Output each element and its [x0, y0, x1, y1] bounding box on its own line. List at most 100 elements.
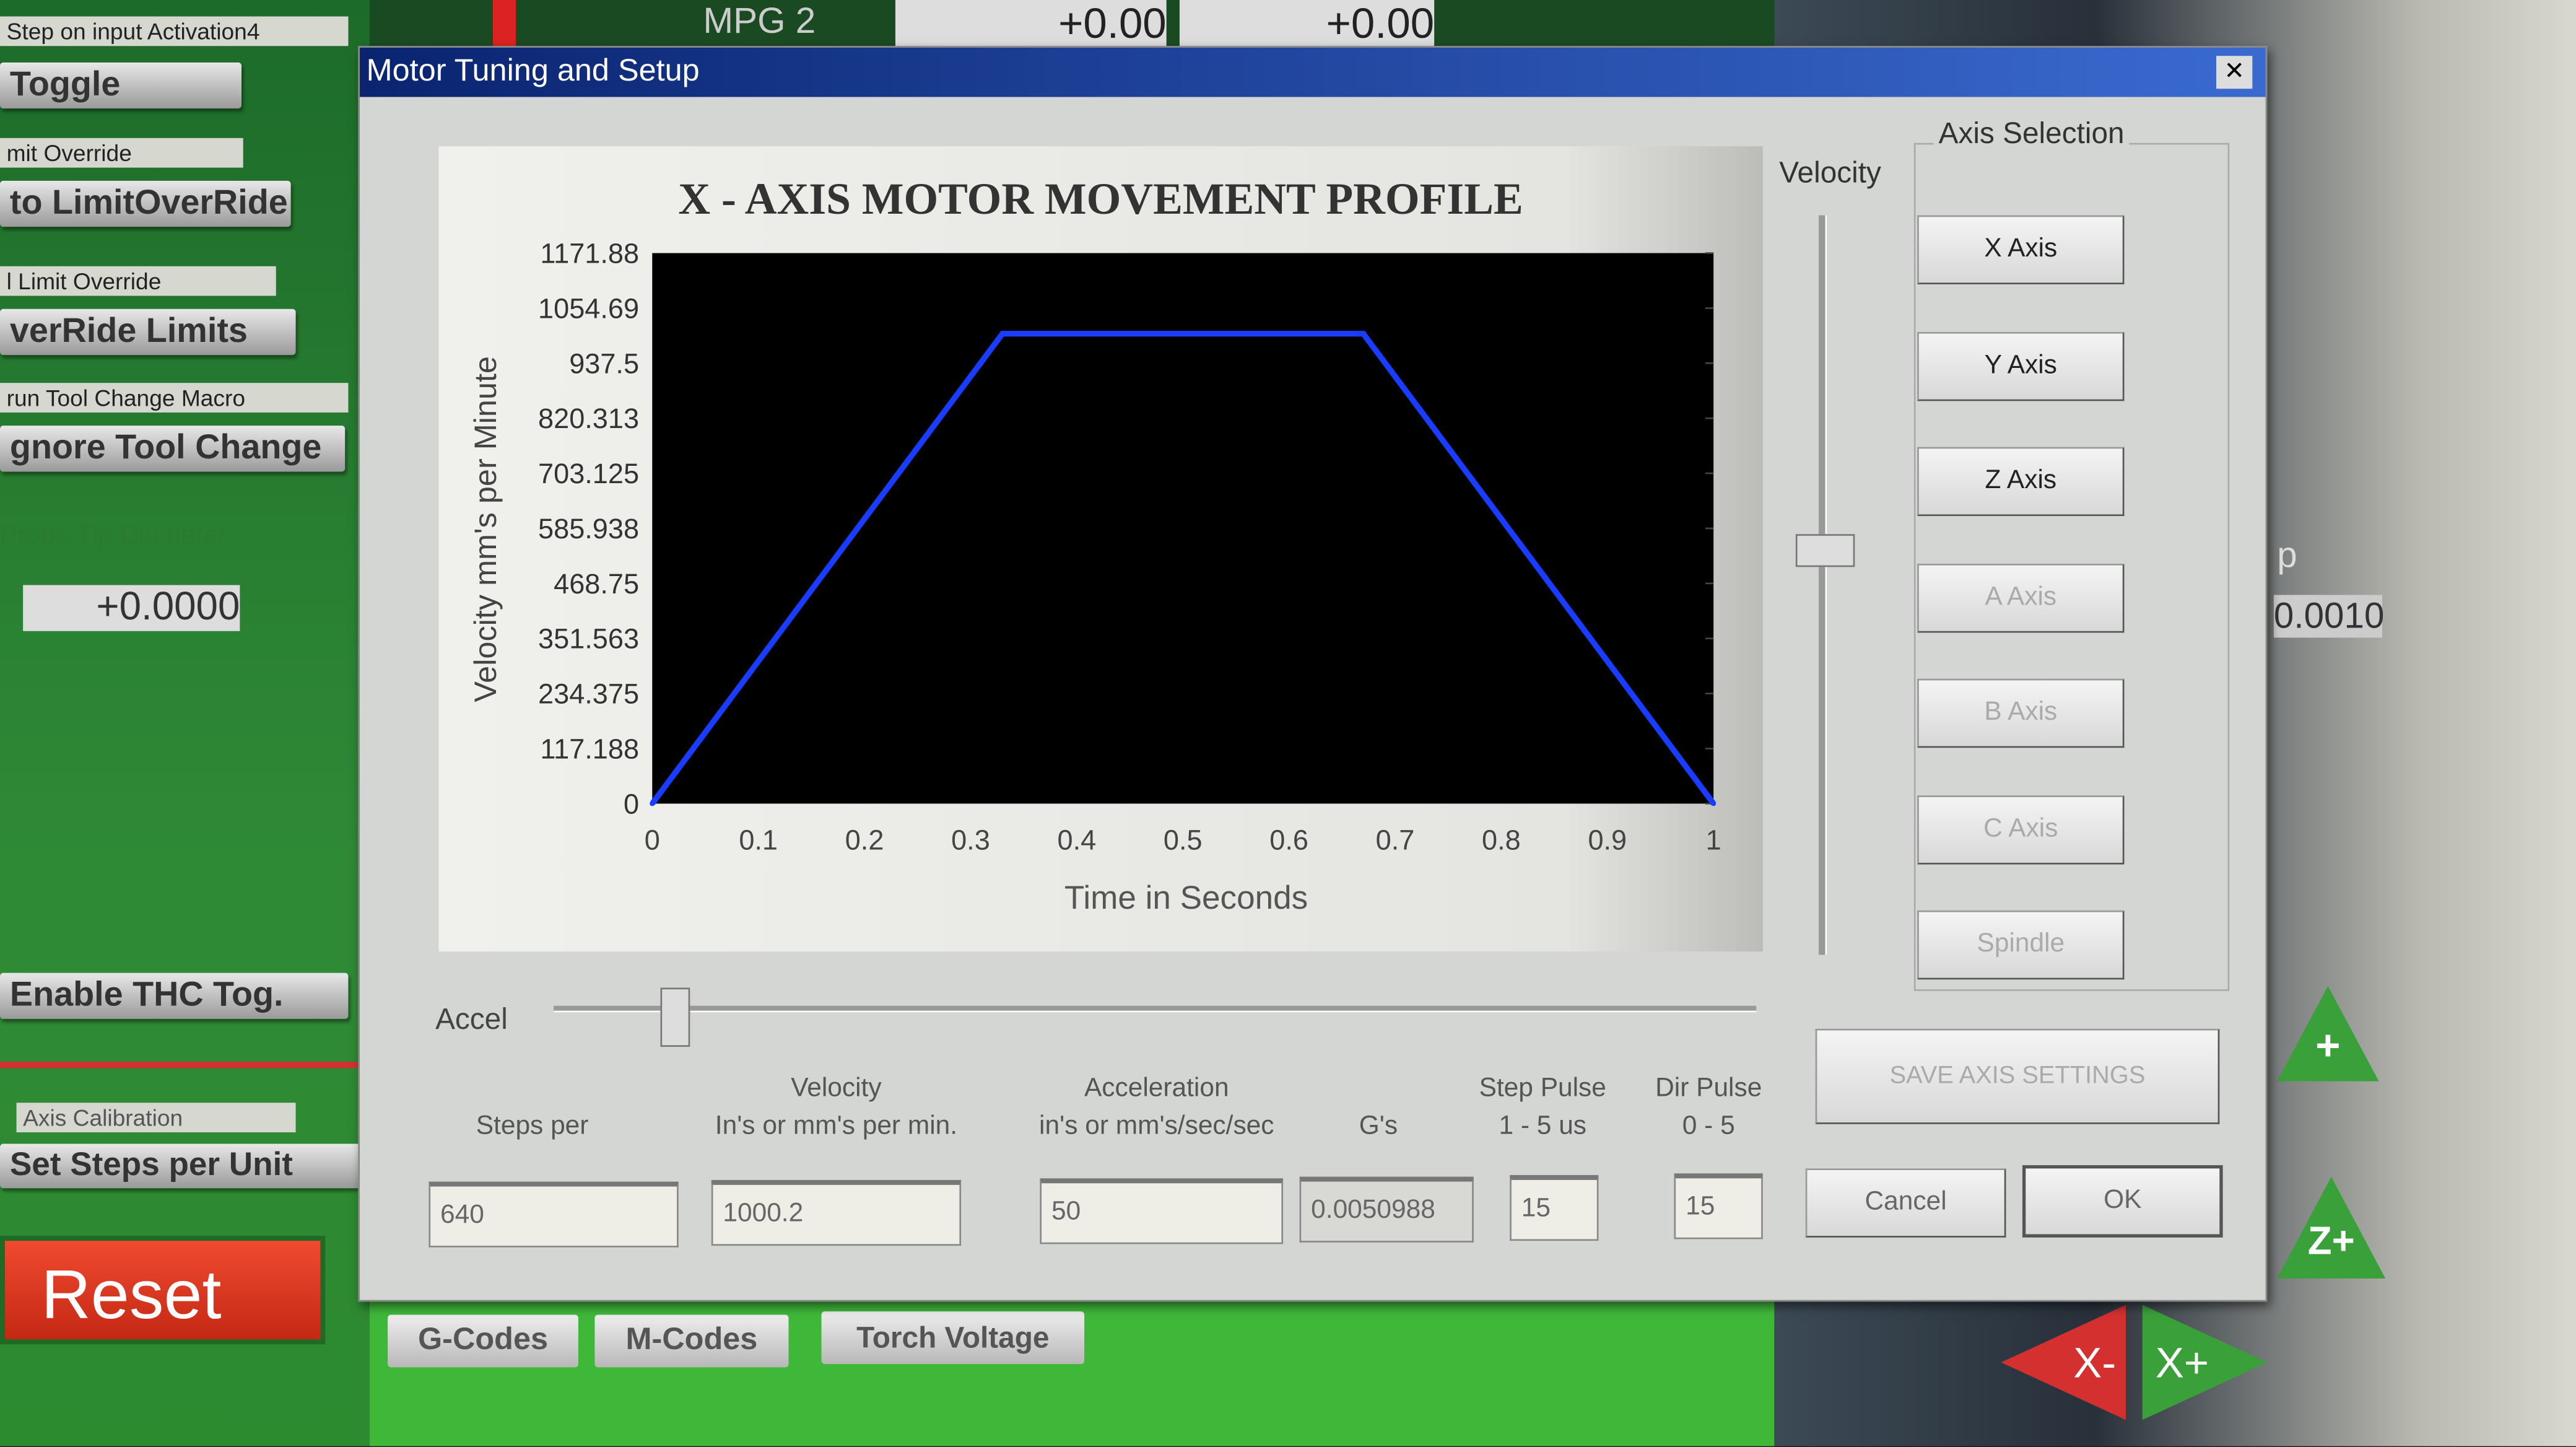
right-value: 0.0010: [2273, 595, 2384, 638]
column-header: Step Pulse 1 - 5 us: [1461, 1070, 1625, 1145]
chart-panel: X - AXIS MOTOR MOVEMENT PROFILE Velocity…: [438, 146, 1763, 952]
axis-button-z-axis[interactable]: Z Axis: [1917, 447, 2125, 517]
red-indicator: [492, 0, 516, 46]
column-header-line1: Step Pulse: [1479, 1075, 1606, 1103]
axis-button-a-axis[interactable]: A Axis: [1917, 562, 2125, 632]
x-tick-label: 0.3: [951, 824, 990, 856]
ignore-tool-change-button[interactable]: gnore Tool Change: [0, 426, 346, 472]
column-header-line1: [409, 1070, 656, 1108]
acceleration-field[interactable]: 50: [1040, 1178, 1284, 1244]
velocity-field[interactable]: 1000.2: [711, 1179, 962, 1246]
velocity-slider-thumb[interactable]: [1795, 533, 1855, 566]
profile-point: [650, 801, 655, 807]
motor-tuning-dialog: Motor Tuning and Setup ✕ X - AXIS MOTOR …: [358, 46, 2268, 1302]
y-tick-label: 703.125: [538, 458, 639, 489]
x-tick-label: 0.1: [739, 824, 778, 856]
x-tick-label: 0.9: [1588, 824, 1627, 856]
column-header: Dir Pulse 0 - 5: [1635, 1070, 1783, 1145]
y-tick-label: 117.188: [540, 733, 639, 764]
x-tick-label: 1: [1706, 824, 1721, 856]
column-header-line2: 1 - 5 us: [1499, 1113, 1587, 1141]
y-tick-label: 820.313: [538, 403, 639, 434]
column-header-line1: Dir Pulse: [1655, 1075, 1762, 1103]
velocity-slider-label: Velocity: [1779, 156, 1881, 190]
cancel-button[interactable]: Cancel: [1805, 1168, 2006, 1238]
profile-line: [650, 331, 1716, 806]
dro-2: +0.00: [1179, 0, 1435, 46]
column-header-line1: Acceleration: [1084, 1075, 1229, 1103]
velocity-slider-track[interactable]: [1818, 215, 1827, 955]
column-header-line2: G's: [1359, 1113, 1398, 1141]
column-header-line1: [1296, 1070, 1460, 1108]
tool-change-label: run Tool Change Macro: [0, 383, 349, 413]
ok-button[interactable]: OK: [2022, 1165, 2223, 1238]
tab-m-codes[interactable]: M-Codes: [594, 1314, 789, 1368]
step-pulse-field[interactable]: 15: [1510, 1174, 1599, 1241]
profile-point: [1360, 331, 1366, 336]
axis-calibration-label: Axis Calibration: [16, 1103, 296, 1132]
y-tick-label: 1171.88: [540, 237, 639, 269]
profile-point: [1711, 801, 1717, 807]
gs-field[interactable]: 0.0050988: [1299, 1176, 1474, 1243]
x-axis-label: Time in Seconds: [1064, 881, 1308, 917]
profile-chart: 0 117.188 234.375 351.563 468.75 585.938 703.1…: [538, 237, 1721, 856]
accel-slider-thumb[interactable]: [661, 987, 690, 1047]
axis-button-b-axis[interactable]: B Axis: [1917, 678, 2125, 748]
save-axis-settings-button[interactable]: SAVE AXIS SETTINGS: [1815, 1028, 2220, 1124]
dir-pulse-field[interactable]: 15: [1674, 1173, 1763, 1239]
probe-tip-label: Probe Tip Diameter: [0, 522, 227, 551]
tab-torch-voltage[interactable]: Torch Voltage: [821, 1311, 1085, 1365]
probe-tip-field[interactable]: +0.0000: [23, 585, 240, 631]
right-label: p: [2277, 534, 2297, 575]
y-tick-label: 1054.69: [538, 292, 639, 324]
tab-g-codes[interactable]: G-Codes: [388, 1314, 578, 1368]
steps-per-field[interactable]: 640: [429, 1181, 679, 1248]
column-header-line2: 0 - 5: [1682, 1113, 1735, 1141]
soft-limit-override-label: l Limit Override: [0, 266, 276, 296]
y-tick-label: 937.5: [569, 348, 639, 379]
column-header-line2: Steps per: [476, 1113, 589, 1141]
override-limits-button[interactable]: verRide Limits: [0, 308, 296, 356]
column-header-line2: in's or mm's/sec/sec: [1039, 1113, 1274, 1141]
y-tick-label: 351.563: [538, 623, 639, 655]
x-tick-label: 0.4: [1057, 824, 1096, 856]
close-icon[interactable]: ✕: [2216, 56, 2253, 89]
axis-button-y-axis[interactable]: Y Axis: [1917, 331, 2125, 401]
x-tick-label: 0.7: [1376, 824, 1415, 856]
toggle-button[interactable]: Toggle: [0, 62, 242, 109]
axis-selection-title: Axis Selection: [1933, 116, 2130, 152]
axis-button-x-axis[interactable]: X Axis: [1917, 215, 2125, 284]
set-steps-button[interactable]: Set Steps per Unit: [0, 1143, 362, 1189]
axis-button-c-axis[interactable]: C Axis: [1917, 794, 2125, 864]
y-tick-label: 585.938: [538, 513, 639, 544]
enable-thc-button[interactable]: Enable THC Tog.: [0, 973, 349, 1019]
chart-title: X - AXIS MOTOR MOVEMENT PROFILE: [678, 174, 1523, 224]
dialog-title: Motor Tuning and Setup: [366, 54, 700, 89]
dro-1: +0.00: [895, 0, 1167, 46]
activation-label: Step on input Activation4: [0, 16, 349, 46]
title-bar: Motor Tuning and Setup ✕: [360, 47, 2266, 97]
x-tick-label: 0: [645, 824, 660, 856]
mpg-label: MPG 2: [703, 0, 816, 42]
axis-button-spindle[interactable]: Spindle: [1917, 910, 2125, 980]
reset-button[interactable]: Reset: [0, 1236, 326, 1345]
accel-slider-track[interactable]: [554, 1005, 1757, 1013]
y-tick-label: 0: [624, 788, 639, 820]
column-header: Acceleration in's or mm's/sec/sec: [1017, 1070, 1296, 1145]
column-header: Velocity In's or mm's per min.: [672, 1070, 1001, 1145]
profile-point: [999, 331, 1005, 336]
x-tick-label: 0.6: [1269, 824, 1308, 856]
column-header-line1: Velocity: [791, 1075, 882, 1103]
auto-limit-override-button[interactable]: to LimitOverRide: [0, 180, 291, 227]
left-panel: [0, 0, 370, 1446]
divider: [0, 1061, 370, 1069]
accel-slider-label: Accel: [435, 1002, 508, 1036]
y-tick-label: 468.75: [554, 568, 639, 600]
plot-area: [652, 253, 1714, 804]
column-header: Steps per: [409, 1070, 656, 1145]
x-tick-label: 0.2: [845, 824, 884, 856]
limit-override-label: mit Override: [0, 138, 243, 168]
x-tick-label: 0.8: [1482, 824, 1521, 856]
column-header: G's: [1296, 1070, 1460, 1145]
